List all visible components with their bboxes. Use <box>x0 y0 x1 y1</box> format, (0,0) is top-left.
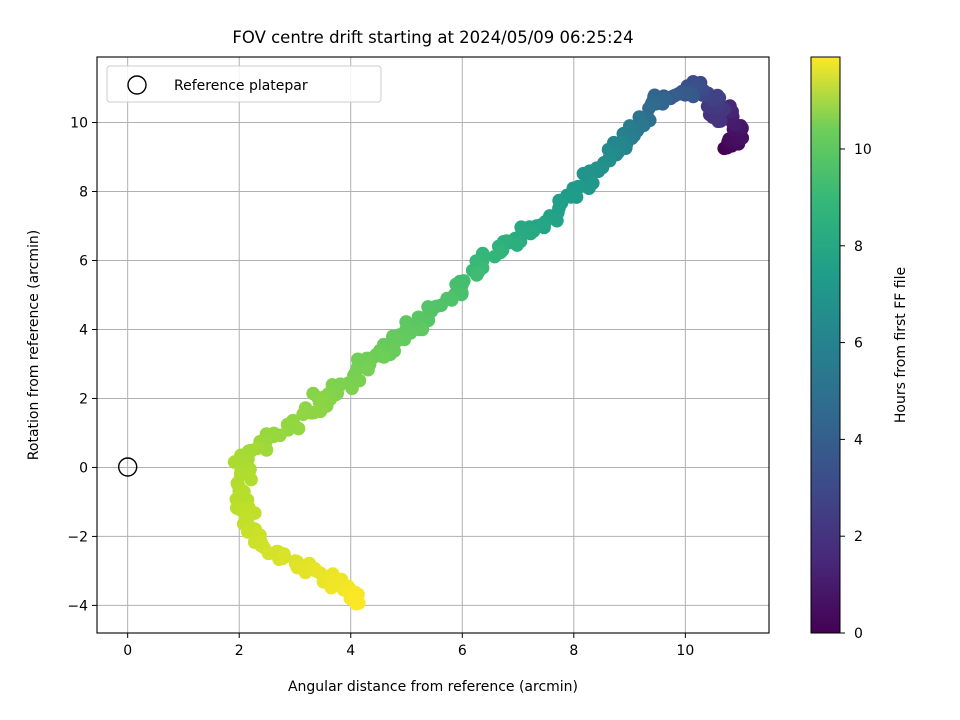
reference-platepar-marker <box>117 457 138 477</box>
scatter-point <box>227 455 242 469</box>
y-tick-label: 0 <box>79 460 88 476</box>
colorbar-tick-label: 2 <box>854 529 863 545</box>
y-axis-ticks: −4 −2 0 2 4 6 8 10 <box>67 116 97 614</box>
plot-frame <box>96 56 770 634</box>
x-tick-label: 0 <box>123 643 132 659</box>
scatter-point <box>469 268 484 282</box>
scatter-point <box>487 249 502 264</box>
x-axis-ticks: 0 2 4 6 8 10 <box>123 633 694 659</box>
chart-title: FOV centre drift starting at 2024/05/09 … <box>232 28 633 47</box>
y-tick-label: 10 <box>70 116 88 132</box>
legend-marker-icon <box>127 75 147 95</box>
colorbar-tick-label: 10 <box>854 142 872 158</box>
scatter-point <box>244 472 258 487</box>
colorbar: 0 2 4 6 8 10 Hours from first FF file <box>810 56 909 642</box>
scatter-point <box>277 548 291 563</box>
colorbar-tick-label: 0 <box>854 626 863 642</box>
x-tick-label: 6 <box>458 643 467 659</box>
y-tick-label: 4 <box>79 322 88 338</box>
colorbar-tick-label: 6 <box>854 336 863 352</box>
legend: Reference platepar <box>106 65 382 103</box>
grid-lines <box>97 57 769 633</box>
scatter-point <box>250 441 265 456</box>
colorbar-tick-label: 8 <box>854 239 863 255</box>
y-tick-label: 2 <box>79 391 88 407</box>
colorbar-tick-label: 4 <box>854 432 863 448</box>
scatter-points <box>227 75 750 611</box>
scatter-point <box>682 86 696 101</box>
x-tick-label: 4 <box>346 643 355 659</box>
scatter-point <box>582 181 596 196</box>
legend-box <box>106 65 382 103</box>
scatter-point <box>324 580 339 595</box>
x-tick-label: 8 <box>569 643 578 659</box>
y-tick-label: 6 <box>79 253 88 269</box>
scatter-point <box>361 362 375 377</box>
y-tick-label: 8 <box>79 185 88 201</box>
y-axis-label: Rotation from reference (arcmin) <box>26 230 42 460</box>
scatter-point <box>440 291 454 306</box>
colorbar-gradient <box>810 56 841 634</box>
x-tick-label: 2 <box>235 643 244 659</box>
x-axis-label: Angular distance from reference (arcmin) <box>288 679 578 695</box>
legend-entry-reference-platepar: Reference platepar <box>174 78 308 94</box>
y-tick-label: −4 <box>67 598 88 614</box>
scatter-point <box>296 407 310 421</box>
y-tick-label: −2 <box>67 529 88 545</box>
x-tick-label: 10 <box>676 643 694 659</box>
scatter-point <box>571 179 585 194</box>
scatter-point <box>309 564 324 579</box>
scatter-point <box>415 322 430 337</box>
scatter-point <box>345 381 359 396</box>
scatter-point <box>349 596 364 611</box>
scatter-point <box>510 238 524 252</box>
scatter-point <box>377 350 391 364</box>
scatter-point <box>291 421 306 436</box>
colorbar-label: Hours from first FF file <box>893 267 909 423</box>
colorbar-ticks: 0 2 4 6 8 10 <box>840 142 872 642</box>
